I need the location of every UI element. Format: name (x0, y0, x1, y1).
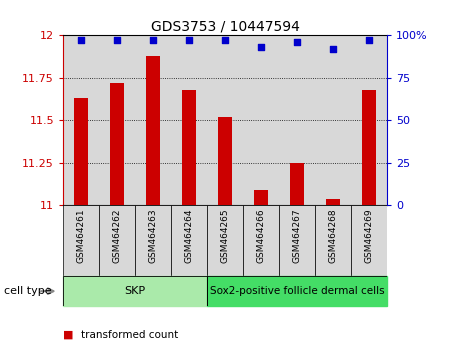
FancyBboxPatch shape (279, 205, 315, 276)
Bar (218, 117, 232, 205)
Bar (110, 83, 124, 205)
Text: GSM464262: GSM464262 (112, 209, 122, 263)
Bar (279, 35, 315, 205)
Bar (351, 35, 387, 205)
Bar (243, 35, 279, 205)
Text: Sox2-positive follicle dermal cells: Sox2-positive follicle dermal cells (210, 286, 384, 296)
Text: transformed count: transformed count (81, 330, 178, 339)
Text: GSM464268: GSM464268 (328, 209, 338, 263)
Bar (74, 98, 88, 205)
Text: ■: ■ (63, 330, 73, 339)
FancyBboxPatch shape (351, 205, 387, 276)
FancyBboxPatch shape (135, 205, 171, 276)
Bar (326, 199, 340, 205)
Point (221, 38, 229, 43)
Text: SKP: SKP (125, 286, 145, 296)
FancyBboxPatch shape (99, 205, 135, 276)
Bar (290, 163, 304, 205)
Bar (146, 56, 160, 205)
Bar (135, 35, 171, 205)
Point (365, 38, 373, 43)
Bar (63, 35, 99, 205)
FancyBboxPatch shape (243, 205, 279, 276)
Text: GSM464267: GSM464267 (292, 209, 302, 263)
Text: GSM464265: GSM464265 (220, 209, 230, 263)
FancyBboxPatch shape (207, 205, 243, 276)
Bar (182, 90, 196, 205)
Point (77, 38, 85, 43)
Text: cell type: cell type (4, 286, 52, 296)
Bar (315, 35, 351, 205)
Bar (362, 90, 376, 205)
Bar (254, 190, 268, 205)
Text: GSM464264: GSM464264 (184, 209, 194, 263)
Bar (207, 35, 243, 205)
FancyBboxPatch shape (63, 205, 99, 276)
Text: GSM464269: GSM464269 (364, 209, 373, 263)
Point (257, 45, 265, 50)
Bar (63, 276, 207, 306)
Point (149, 38, 157, 43)
Point (293, 39, 301, 45)
Text: GDS3753 / 10447594: GDS3753 / 10447594 (151, 19, 299, 34)
Bar (207, 276, 387, 306)
Text: GSM464266: GSM464266 (256, 209, 266, 263)
Bar (99, 35, 135, 205)
Text: GSM464261: GSM464261 (76, 209, 86, 263)
FancyBboxPatch shape (171, 205, 207, 276)
FancyBboxPatch shape (315, 205, 351, 276)
Point (113, 38, 121, 43)
Point (329, 46, 337, 52)
Bar (171, 35, 207, 205)
Point (185, 38, 193, 43)
Text: GSM464263: GSM464263 (148, 209, 157, 263)
